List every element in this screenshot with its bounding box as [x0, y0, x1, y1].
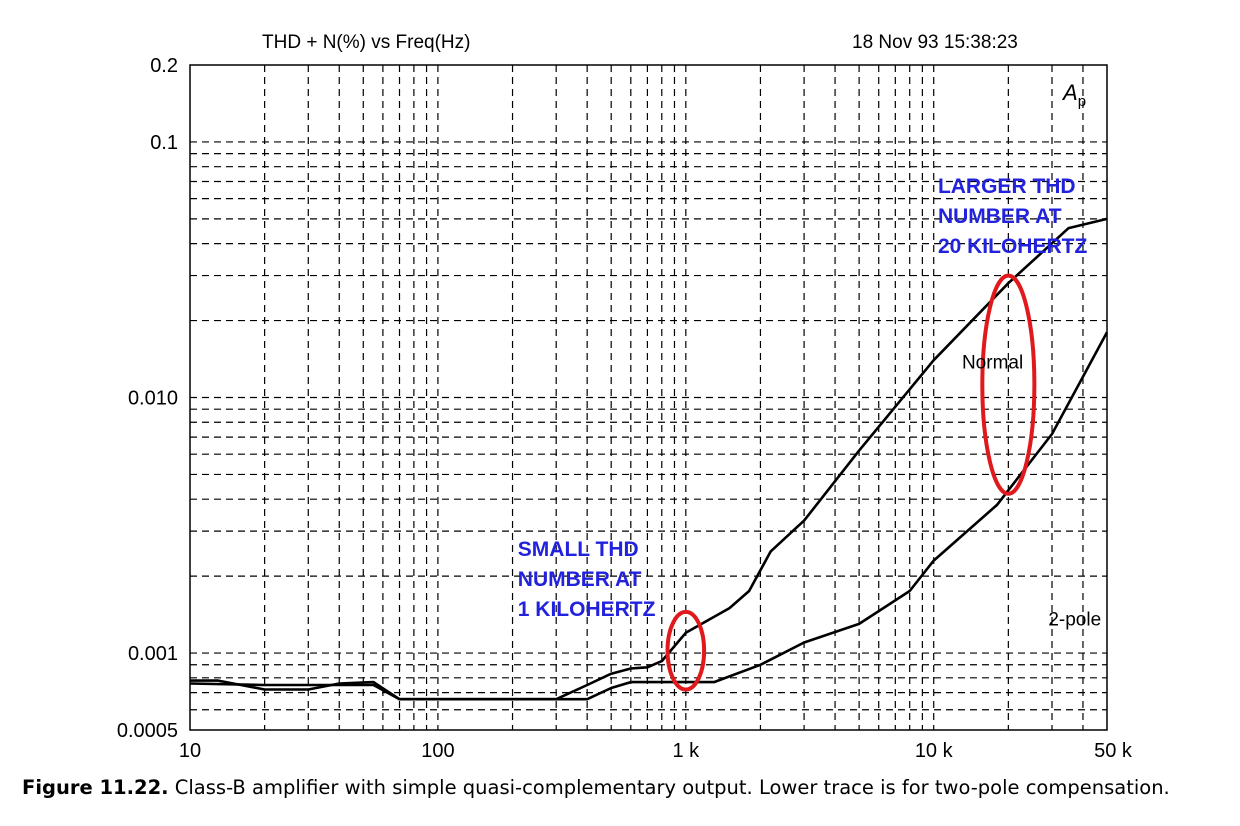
highlight-layer	[665, 273, 1037, 692]
caption-label: Figure 11.22.	[22, 776, 169, 799]
caption-text: Class-B amplifier with simple quasi-comp…	[168, 776, 1170, 799]
thd-chart: 10 100 1 k 10 k 50 k 0.2 0.1 0.010 0.001 0.0005 No…	[117, 32, 1133, 762]
y-tick-label: 0.1	[150, 132, 178, 154]
series-label: Normal	[962, 352, 1023, 373]
label-layer: 10 100 1 k 10 k 50 k 0.2 0.1 0.010 0.001 0.0005 No…	[117, 55, 1133, 762]
series-line	[189, 331, 1109, 701]
annotation-text: LARGER THD NUMBER AT 20 KILOHERTZ	[938, 175, 1088, 258]
y-tick-label: 0.0005	[117, 720, 178, 742]
y-tick-label: 0.2	[150, 55, 178, 77]
badge-subscript: p	[1078, 93, 1086, 110]
grid	[190, 65, 1107, 730]
annotation-line: 1 KILOHERTZ	[518, 598, 656, 621]
chart-title: THD + N(%) vs Freq(Hz)	[262, 32, 470, 53]
annotation-line: SMALL THD	[518, 538, 639, 561]
y-tick-label: 0.010	[128, 388, 178, 410]
series-layer	[189, 217, 1109, 701]
x-tick-label: 50 k	[1094, 740, 1133, 762]
figure-caption: Figure 11.22. Class-B amplifier with sim…	[22, 776, 1170, 799]
chart-timestamp: 18 Nov 93 15:38:23	[852, 32, 1018, 53]
x-tick-label: 10 k	[915, 740, 954, 762]
annotation-line: LARGER THD	[938, 175, 1076, 198]
annotation-line: NUMBER AT	[938, 205, 1062, 228]
highlight-ellipse	[980, 273, 1037, 496]
series-line	[190, 217, 1108, 701]
x-tick-label: 1 k	[672, 740, 700, 762]
y-tick-label: 0.001	[128, 643, 178, 665]
plot-frame	[189, 64, 1108, 731]
x-tick-label: 100	[421, 740, 454, 762]
x-tick-label: 10	[179, 740, 201, 762]
highlight-ellipse	[665, 609, 707, 692]
chart-badge: Ap	[1061, 80, 1086, 110]
annotation-line: 20 KILOHERTZ	[938, 235, 1088, 258]
annotation-line: NUMBER AT	[518, 568, 642, 591]
series-label: 2-pole	[1048, 610, 1101, 631]
badge-letter: A	[1061, 80, 1078, 105]
annotation-text: SMALL THD NUMBER AT 1 KILOHERTZ	[518, 538, 656, 621]
